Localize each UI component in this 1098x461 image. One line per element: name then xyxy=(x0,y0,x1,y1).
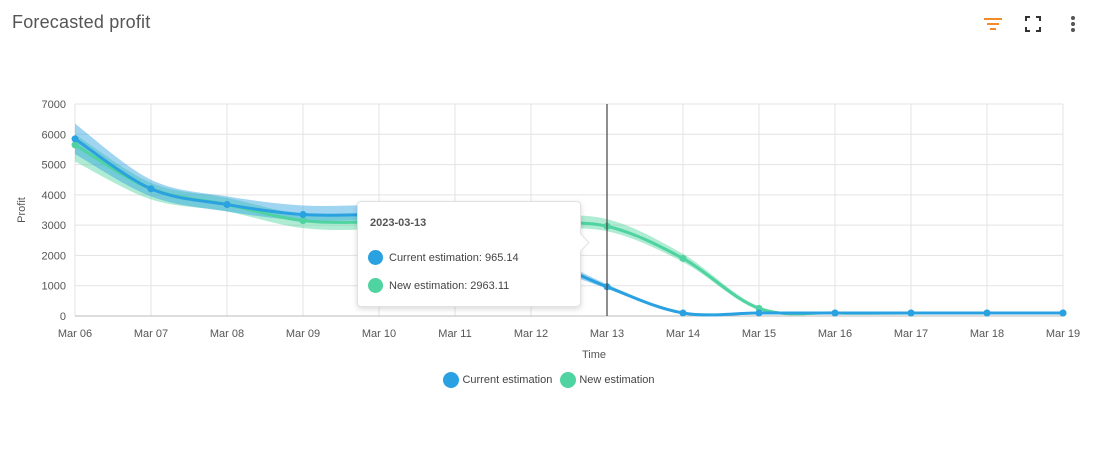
x-tick-label: Mar 11 xyxy=(438,328,471,340)
tooltip-label-new: New estimation: 2963.11 xyxy=(389,279,510,292)
tooltip-row-new: New estimation: 2963.11 xyxy=(368,278,509,293)
y-tick-label: 3000 xyxy=(42,220,66,232)
legend-item-current[interactable]: Current estimation xyxy=(443,372,552,388)
data-point-new xyxy=(71,141,79,149)
filter-icon xyxy=(984,18,1002,30)
x-tick-label: Mar 09 xyxy=(286,328,320,340)
y-tick-label: 7000 xyxy=(42,99,66,111)
y-tick-label: 2000 xyxy=(42,250,66,262)
tooltip-dot-current xyxy=(368,250,383,265)
data-point-new xyxy=(679,254,687,262)
data-point-current xyxy=(831,309,839,317)
chart-tooltip: 2023-03-13 Current estimation: 965.14 Ne… xyxy=(357,201,581,307)
x-tick-label: Mar 12 xyxy=(514,328,548,340)
data-point-current xyxy=(755,309,763,317)
x-tick-label: Mar 17 xyxy=(894,328,928,340)
y-tick-label: 0 xyxy=(60,311,66,323)
y-tick-label: 4000 xyxy=(42,190,66,202)
data-point-current xyxy=(907,309,915,317)
data-point-current xyxy=(299,211,307,219)
x-tick-label: Mar 13 xyxy=(590,328,624,340)
page-title: Forecasted profit xyxy=(12,12,151,32)
x-tick-label: Mar 19 xyxy=(1046,328,1080,340)
data-point-current xyxy=(983,309,991,317)
x-tick-label: Mar 06 xyxy=(58,328,92,340)
x-axis-title: Time xyxy=(582,349,606,361)
toolbar xyxy=(978,10,1088,38)
x-tick-label: Mar 18 xyxy=(970,328,1004,340)
legend-swatch-new xyxy=(560,372,577,388)
tooltip-row-current: Current estimation: 965.14 xyxy=(368,250,519,265)
tooltip-dot-new xyxy=(368,278,383,293)
data-point-current xyxy=(1059,309,1067,317)
legend-swatch-current xyxy=(443,372,460,388)
filter-button[interactable] xyxy=(978,10,1008,38)
data-point-current xyxy=(223,201,231,209)
legend-label-current: Current estimation xyxy=(462,374,553,386)
x-tick-label: Mar 07 xyxy=(134,328,168,340)
tooltip-label-current: Current estimation: 965.14 xyxy=(389,251,519,264)
x-tick-label: Mar 16 xyxy=(818,328,852,340)
fullscreen-button[interactable] xyxy=(1018,10,1048,38)
tooltip-date: 2023-03-13 xyxy=(370,217,427,229)
legend-label-new: New estimation xyxy=(579,374,655,386)
y-tick-label: 6000 xyxy=(42,129,66,141)
x-tick-label: Mar 15 xyxy=(742,328,776,340)
data-point-current xyxy=(71,135,79,143)
y-axis-title: Profit xyxy=(16,197,28,223)
y-tick-label: 5000 xyxy=(42,160,66,172)
legend: Current estimation New estimation xyxy=(0,372,1098,388)
more-options-button[interactable] xyxy=(1058,10,1088,38)
data-point-current xyxy=(147,185,155,193)
y-tick-label: 1000 xyxy=(42,281,66,293)
data-point-current xyxy=(679,309,687,317)
legend-item-new[interactable]: New estimation xyxy=(560,372,655,388)
fullscreen-icon xyxy=(1025,16,1041,32)
data-point-new xyxy=(299,217,307,225)
more-vertical-icon xyxy=(1071,16,1075,32)
x-tick-label: Mar 14 xyxy=(666,328,700,340)
x-tick-label: Mar 10 xyxy=(362,328,396,340)
x-tick-label: Mar 08 xyxy=(210,328,244,340)
